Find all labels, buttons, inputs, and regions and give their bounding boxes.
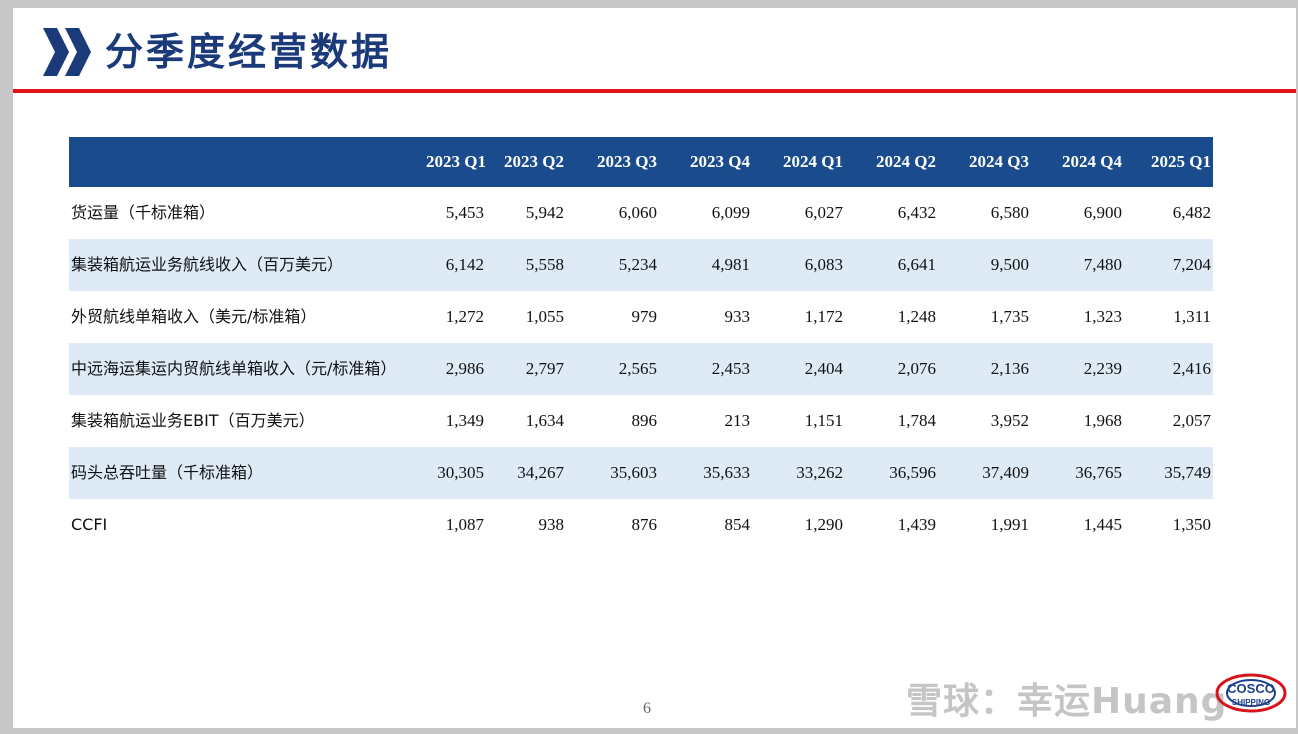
table-row: 中远海运集运内贸航线单箱收入（元/标准箱） 2,986 2,797 2,565 … [69,343,1213,395]
table-cell: 30,305 [426,447,486,499]
column-header: 2023 Q2 [486,137,566,187]
table-cell: 33,262 [752,447,845,499]
table-cell: 854 [724,515,751,534]
table-row: 码头总吞吐量（千标准箱） 30,305 34,267 35,603 35,633… [69,447,1213,499]
page-title: 分季度经营数据 [105,30,393,74]
table-cell: 1,350 [1172,515,1211,534]
table-row: 货运量（千标准箱） 5,453 5,942 6,060 6,099 6,027 … [69,187,1213,239]
column-header: 2023 Q1 [426,137,486,187]
row-label: 货运量（千标准箱） [71,203,216,222]
table-cell: 1,248 [897,307,936,326]
column-header: 2024 Q4 [1031,137,1124,187]
table-cell: 2,136 [938,343,1031,395]
table-cell: 1,784 [897,411,936,430]
row-label: 码头总吞吐量（千标准箱） [69,447,426,499]
table-cell: 979 [631,307,658,326]
table-cell: 3,952 [990,411,1029,430]
table-cell: 2,076 [845,343,938,395]
quarterly-data-table: 2023 Q1 2023 Q2 2023 Q3 2023 Q4 2024 Q1 … [69,137,1213,551]
table-cell: 6,641 [845,239,938,291]
table-row: 集装箱航运业务航线收入（百万美元） 6,142 5,558 5,234 4,98… [69,239,1213,291]
table-cell: 2,986 [426,343,486,395]
table-cell: 2,565 [566,343,659,395]
table-cell: 35,603 [566,447,659,499]
table-cell: 5,558 [486,239,566,291]
row-label: 集装箱航运业务航线收入（百万美元） [69,239,426,291]
table-cell: 5,942 [525,203,564,222]
table-cell: 6,099 [711,203,750,222]
row-label: CCFI [71,515,108,534]
table-cell: 2,416 [1124,343,1213,395]
table-cell: 1,311 [1173,307,1211,326]
table-cell: 2,453 [659,343,752,395]
table-cell: 6,083 [752,239,845,291]
column-header: 2023 Q4 [659,137,752,187]
cosco-shipping-logo: COSCO SHIPPING [1215,673,1287,713]
table-cell: 6,432 [897,203,936,222]
table-cell: 876 [631,515,658,534]
table-cell: 6,142 [426,239,486,291]
table-cell: 35,749 [1124,447,1213,499]
row-label: 集装箱航运业务EBIT（百万美元） [71,411,315,430]
table-cell: 7,480 [1031,239,1124,291]
double-chevron-right-icon [43,28,91,76]
table-cell: 2,057 [1172,411,1211,430]
table-cell: 7,204 [1124,239,1213,291]
table-row: CCFI 1,087 938 876 854 1,290 1,439 1,991… [69,499,1213,551]
table-cell: 36,596 [845,447,938,499]
table-row: 集装箱航运业务EBIT（百万美元） 1,349 1,634 896 213 1,… [69,395,1213,447]
column-header: 2024 Q2 [845,137,938,187]
table-cell: 5,234 [566,239,659,291]
table-cell: 2,797 [486,343,566,395]
header-corner-cell [69,137,426,187]
table-cell: 6,580 [990,203,1029,222]
page-number: 6 [643,700,651,717]
table-cell: 4,981 [659,239,752,291]
table-row: 外贸航线单箱收入（美元/标准箱） 1,272 1,055 979 933 1,1… [69,291,1213,343]
table-cell: 1,172 [804,307,843,326]
table-cell: 1,323 [1083,307,1122,326]
title-divider [13,89,1296,93]
table-cell: 5,453 [445,203,484,222]
table-cell: 6,482 [1172,203,1211,222]
table-cell: 9,500 [938,239,1031,291]
row-label: 中远海运集运内贸航线单箱收入（元/标准箱） [69,343,426,395]
table-cell: 1,445 [1083,515,1122,534]
table-cell: 1,991 [990,515,1029,534]
table-cell: 6,060 [618,203,657,222]
table-cell: 896 [631,411,658,430]
logo-text-line1: COSCO [1227,681,1275,696]
table-cell: 1,290 [804,515,843,534]
table-cell: 6,900 [1083,203,1122,222]
table-cell: 1,735 [990,307,1029,326]
column-header: 2023 Q3 [566,137,659,187]
table-cell: 37,409 [938,447,1031,499]
slide: 分季度经营数据 2023 Q1 2023 Q2 2023 Q3 2023 Q4 … [13,8,1296,728]
table-cell: 1,439 [897,515,936,534]
column-header: 2024 Q3 [938,137,1031,187]
table-cell: 36,765 [1031,447,1124,499]
table-cell: 6,027 [804,203,843,222]
table-cell: 1,272 [445,307,484,326]
logo-text-line2: SHIPPING [1232,698,1270,707]
table-cell: 938 [538,515,565,534]
row-label: 外贸航线单箱收入（美元/标准箱） [71,307,317,326]
table-cell: 1,349 [445,411,484,430]
table-cell: 35,633 [659,447,752,499]
table-cell: 2,239 [1031,343,1124,395]
table-cell: 34,267 [486,447,566,499]
table-cell: 1,087 [445,515,484,534]
table-cell: 213 [724,411,751,430]
column-header: 2024 Q1 [752,137,845,187]
table-cell: 933 [724,307,751,326]
column-header: 2025 Q1 [1124,137,1213,187]
table-cell: 1,968 [1083,411,1122,430]
table-cell: 2,404 [752,343,845,395]
table-cell: 1,151 [804,411,843,430]
watermark: 雪球：幸运Huang [906,681,1228,722]
table-header-row: 2023 Q1 2023 Q2 2023 Q3 2023 Q4 2024 Q1 … [69,137,1213,187]
table-cell: 1,634 [525,411,564,430]
table-cell: 1,055 [525,307,564,326]
